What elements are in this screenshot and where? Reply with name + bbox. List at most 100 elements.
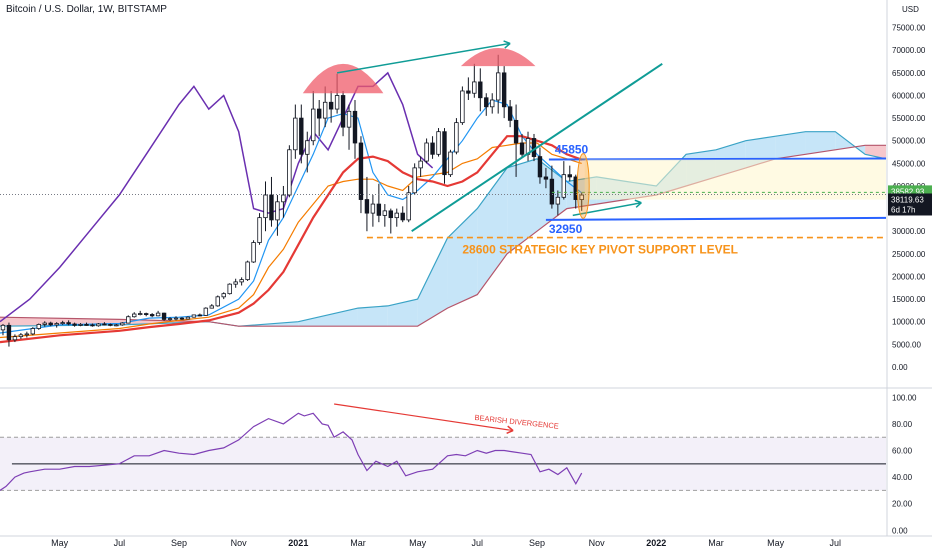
candle[interactable] bbox=[370, 195, 376, 227]
candle[interactable] bbox=[316, 100, 322, 137]
candle[interactable] bbox=[555, 190, 561, 216]
candle[interactable] bbox=[191, 314, 197, 318]
candle[interactable] bbox=[42, 321, 47, 327]
candle[interactable] bbox=[460, 86, 465, 125]
candle[interactable] bbox=[90, 323, 95, 327]
candle[interactable] bbox=[54, 322, 59, 328]
candle[interactable] bbox=[263, 181, 268, 232]
candle[interactable] bbox=[478, 68, 483, 112]
candle[interactable] bbox=[412, 163, 417, 196]
candle[interactable] bbox=[155, 310, 161, 317]
candle[interactable] bbox=[352, 100, 358, 159]
candle[interactable] bbox=[543, 167, 549, 189]
candle[interactable] bbox=[466, 77, 471, 101]
candle[interactable] bbox=[513, 104, 519, 177]
candle[interactable] bbox=[364, 176, 370, 232]
candle[interactable] bbox=[72, 322, 77, 327]
candle[interactable] bbox=[173, 316, 179, 321]
time-tick-label: Sep bbox=[529, 538, 545, 548]
candle[interactable] bbox=[84, 322, 89, 326]
candle[interactable] bbox=[340, 90, 346, 137]
candle[interactable] bbox=[48, 321, 53, 327]
candle[interactable] bbox=[382, 204, 388, 227]
candle[interactable] bbox=[185, 316, 191, 320]
candle[interactable] bbox=[394, 208, 399, 227]
candle[interactable] bbox=[215, 295, 220, 307]
candle[interactable] bbox=[454, 118, 459, 155]
candle[interactable] bbox=[30, 327, 36, 336]
candle[interactable] bbox=[448, 149, 453, 177]
candle[interactable] bbox=[209, 304, 215, 309]
candle[interactable] bbox=[138, 310, 143, 316]
last-price-badge[interactable] bbox=[888, 193, 932, 216]
time-axis[interactable]: May Jul Sep Nov 2021 Mar May Jul Sep Nov 2022 Mar Ma… bbox=[51, 538, 841, 548]
candle[interactable] bbox=[418, 156, 423, 177]
candle[interactable] bbox=[507, 100, 513, 128]
candle[interactable] bbox=[120, 322, 125, 326]
candle[interactable] bbox=[167, 317, 173, 321]
candle[interactable] bbox=[60, 320, 65, 325]
candle[interactable] bbox=[36, 323, 41, 330]
candle[interactable] bbox=[251, 240, 256, 263]
candle[interactable] bbox=[66, 320, 71, 326]
price-axis[interactable]: 75000.00 70000.00 65000.00 60000.00 55000.00… bbox=[888, 24, 932, 372]
candle[interactable] bbox=[490, 93, 495, 114]
candle[interactable] bbox=[161, 312, 167, 321]
price-grid bbox=[0, 0, 932, 537]
candle[interactable] bbox=[221, 292, 226, 300]
candle[interactable] bbox=[239, 277, 244, 286]
candle[interactable] bbox=[549, 165, 555, 209]
candle[interactable] bbox=[108, 323, 113, 327]
candle[interactable] bbox=[311, 90, 316, 146]
candle[interactable] bbox=[484, 93, 489, 116]
candlesticks[interactable] bbox=[0, 54, 584, 347]
rsi-pane[interactable]: BEARISH DIVERGENCE100.0080.0060.0040.002… bbox=[0, 393, 917, 535]
candle[interactable] bbox=[436, 128, 441, 157]
candle[interactable] bbox=[233, 278, 238, 288]
candle[interactable] bbox=[400, 206, 405, 223]
candle[interactable] bbox=[424, 138, 429, 164]
candle[interactable] bbox=[0, 323, 6, 336]
candle[interactable] bbox=[18, 333, 24, 339]
candle[interactable] bbox=[132, 312, 137, 318]
candle[interactable] bbox=[78, 323, 83, 327]
candle[interactable] bbox=[376, 183, 382, 223]
candle[interactable] bbox=[6, 322, 12, 347]
candle[interactable] bbox=[143, 312, 149, 317]
candle[interactable] bbox=[328, 90, 334, 123]
candle[interactable] bbox=[299, 104, 304, 164]
candle[interactable] bbox=[149, 313, 155, 318]
candle[interactable] bbox=[472, 63, 477, 98]
candle[interactable] bbox=[358, 136, 364, 214]
candle[interactable] bbox=[346, 104, 352, 150]
candle[interactable] bbox=[442, 128, 447, 184]
candle[interactable] bbox=[281, 185, 286, 218]
candle[interactable] bbox=[257, 213, 262, 245]
candle[interactable] bbox=[561, 161, 567, 200]
candle[interactable] bbox=[275, 195, 280, 236]
candle[interactable] bbox=[293, 104, 298, 159]
candle[interactable] bbox=[305, 131, 310, 173]
candle[interactable] bbox=[579, 192, 584, 211]
candle[interactable] bbox=[430, 136, 435, 159]
candle[interactable] bbox=[269, 176, 274, 227]
candle[interactable] bbox=[287, 145, 292, 198]
candle[interactable] bbox=[567, 165, 572, 182]
candle[interactable] bbox=[179, 317, 185, 320]
candle[interactable] bbox=[388, 208, 393, 234]
candle[interactable] bbox=[96, 323, 101, 327]
candle[interactable] bbox=[537, 147, 543, 184]
candle[interactable] bbox=[12, 334, 18, 343]
candle[interactable] bbox=[102, 322, 107, 326]
candle[interactable] bbox=[203, 307, 209, 316]
candle[interactable] bbox=[197, 313, 203, 317]
candle[interactable] bbox=[519, 133, 525, 157]
candle[interactable] bbox=[245, 260, 250, 281]
candle[interactable] bbox=[114, 323, 119, 327]
candle[interactable] bbox=[501, 66, 507, 119]
candle[interactable] bbox=[406, 185, 411, 223]
candle[interactable] bbox=[24, 331, 30, 338]
candle[interactable] bbox=[227, 283, 232, 295]
candle[interactable] bbox=[126, 315, 131, 324]
